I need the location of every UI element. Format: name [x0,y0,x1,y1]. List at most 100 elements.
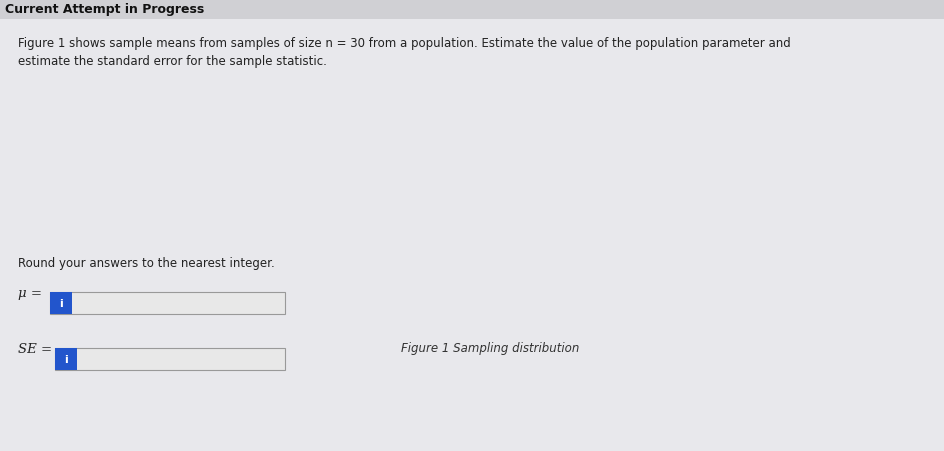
Bar [591,331,594,333]
Bar [503,161,506,333]
Text: i: i [64,354,68,364]
Bar [490,133,492,333]
Bar [508,155,511,333]
Bar [531,226,533,333]
Text: Current Attempt in Progress: Current Attempt in Progress [5,3,204,15]
Bar [589,313,591,333]
Bar [395,316,397,333]
Bar [427,257,430,333]
Bar [411,288,413,333]
Bar [549,260,552,333]
Bar [573,305,575,333]
Bar [464,172,466,333]
Bar [529,240,531,333]
Bar [621,331,624,333]
Bar [513,147,514,333]
Bar [598,327,600,333]
Bar [492,209,494,333]
Bar [383,325,385,333]
Bar [519,223,522,333]
Text: SE =: SE = [18,343,52,356]
Bar [418,282,420,333]
Bar [393,316,395,333]
Bar [600,327,602,333]
Bar [480,169,482,333]
Bar [457,200,460,333]
Bar [580,322,582,333]
Bar [511,166,513,333]
Bar [575,313,578,333]
Bar [447,198,450,333]
Bar [431,277,434,333]
Bar [397,311,399,333]
Bar [425,282,427,333]
Bar [506,152,508,333]
Bar [436,271,439,333]
Bar [552,262,554,333]
Text: Round your answers to the nearest integer.: Round your answers to the nearest intege… [18,257,275,269]
Bar [485,124,487,333]
Bar [596,319,598,333]
Bar [476,121,478,333]
Bar [564,299,565,333]
Bar [50,292,72,314]
Bar [434,235,436,333]
Bar [364,325,367,333]
Bar [498,147,501,333]
Bar [390,327,393,333]
Bar [401,313,404,333]
Bar [388,331,390,333]
Bar [444,212,446,333]
Bar [468,198,471,333]
Bar [497,144,498,333]
Bar [548,268,549,333]
Text: estimate the standard error for the sample statistic.: estimate the standard error for the samp… [18,55,327,68]
Bar [582,322,584,333]
Bar [446,231,447,333]
Bar [450,206,452,333]
Bar [466,144,468,333]
Bar [372,327,374,333]
Bar [385,331,388,333]
Bar [369,331,372,333]
Bar [554,280,557,333]
Bar [348,331,351,333]
Bar [538,251,540,333]
Bar [420,277,423,333]
Bar [514,172,517,333]
Bar [50,292,285,314]
Bar [594,325,596,333]
Bar [610,331,612,333]
Bar [377,325,379,333]
Bar [441,235,444,333]
Bar [471,192,473,333]
Bar [487,155,490,333]
Bar [430,254,431,333]
Bar [557,285,559,333]
Bar [524,212,527,333]
Bar [360,331,362,333]
Bar [0,0,944,20]
Bar [612,331,615,333]
Bar [570,302,573,333]
Bar [535,237,538,333]
Bar [565,291,568,333]
Bar [545,260,548,333]
Bar [460,138,462,333]
Bar [439,226,441,333]
Bar [616,327,619,333]
Bar [619,331,621,333]
Bar [399,316,401,333]
Bar [559,288,561,333]
Bar [578,308,580,333]
Bar [501,155,503,333]
Bar [423,268,425,333]
Text: Figure 1 shows sample means from samples of size n = 30 from a population. Estim: Figure 1 shows sample means from samples… [18,37,790,50]
Bar [380,327,383,333]
Text: μ =: μ = [18,287,42,300]
Bar [374,327,377,333]
Bar [482,155,485,333]
Bar [415,299,418,333]
Bar [413,305,415,333]
Bar [452,203,455,333]
